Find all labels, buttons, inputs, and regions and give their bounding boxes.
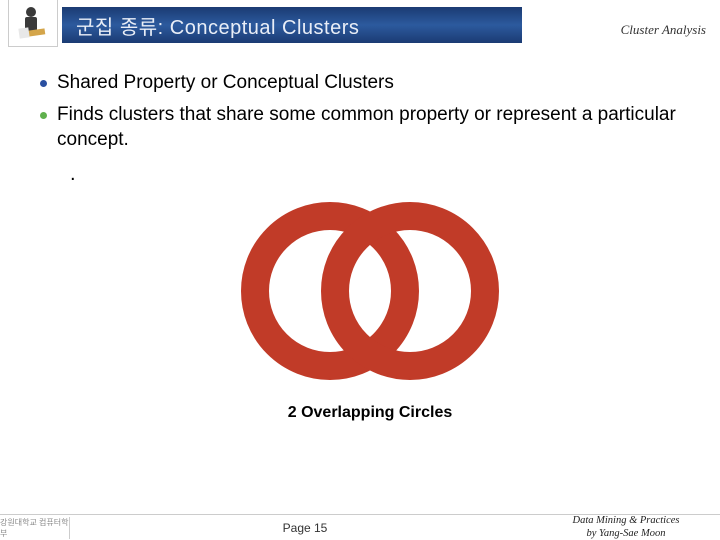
bullet-dot-icon (40, 112, 47, 119)
bullet-item: Finds clusters that share some common pr… (40, 102, 680, 153)
footer-credit: Data Mining & Practices by Yang-Sae Moon (540, 515, 720, 539)
footer-bar: 강원대학교 컴퓨터학부 Page 15 Data Mining & Practi… (0, 514, 720, 540)
credit-line-2: by Yang-Sae Moon (540, 528, 712, 540)
header-subtitle: Cluster Analysis (621, 22, 706, 38)
bullet-dot-icon (40, 80, 47, 87)
diagram-caption: 2 Overlapping Circles (60, 404, 680, 422)
bullet-text: Finds clusters that share some common pr… (57, 102, 680, 153)
credit-line-1: Data Mining & Practices (540, 515, 712, 527)
bullet-item: Shared Property or Conceptual Clusters (40, 70, 680, 96)
footer-logo: 강원대학교 컴퓨터학부 (0, 517, 70, 539)
overlapping-circles-diagram (60, 196, 680, 386)
content-area: Shared Property or Conceptual Clusters F… (40, 70, 680, 422)
stray-period: . (70, 163, 680, 186)
footer-logo-text: 강원대학교 컴퓨터학부 (0, 517, 69, 539)
header-bar: 군집 종류: Conceptual Clusters Cluster Analy… (0, 6, 720, 44)
page-number: Page 15 (70, 521, 540, 535)
bullet-text: Shared Property or Conceptual Clusters (57, 70, 394, 96)
page-title: 군집 종류: Conceptual Clusters (62, 7, 522, 43)
title-text: 군집 종류: Conceptual Clusters (76, 11, 359, 40)
header-icon (8, 0, 58, 47)
circles-svg (235, 196, 505, 386)
